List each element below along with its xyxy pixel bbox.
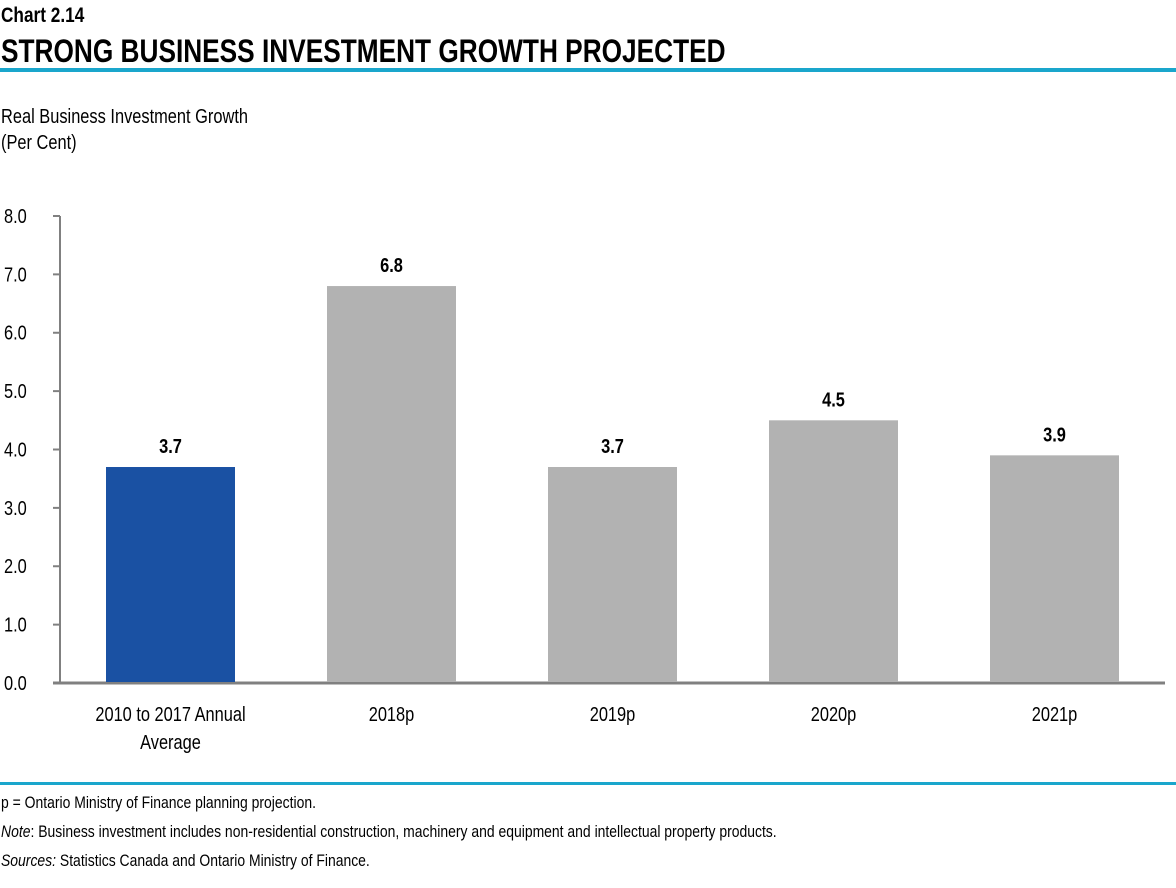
chart-number: Chart 2.14 [1, 4, 103, 28]
data-label: 3.7 [601, 434, 624, 457]
chart-title-text: STRONG BUSINESS INVESTMENT GROWTH PROJEC… [1, 33, 726, 69]
bar [106, 467, 235, 682]
note-label: Note [1, 822, 31, 841]
y-tick-label: 0.0 [4, 671, 27, 694]
sources-text: Statistics Canada and Ontario Ministry o… [56, 851, 370, 870]
y-axis-title-line: Real Business Investment Growth [1, 106, 249, 128]
y-tick-label: 1.0 [4, 613, 27, 636]
chart-title: STRONG BUSINESS INVESTMENT GROWTH PROJEC… [1, 33, 885, 70]
bar [327, 286, 456, 682]
bar [990, 455, 1119, 682]
y-tick-label: 4.0 [4, 438, 27, 461]
x-tick-label: 2021p [1032, 702, 1078, 725]
y-tick-label: 6.0 [4, 321, 27, 344]
data-label: 6.8 [380, 253, 403, 276]
y-tick-label: 5.0 [4, 380, 27, 403]
chart-notes: p = Ontario Ministry of Finance planning… [1, 793, 947, 880]
y-tick-label: 3.0 [4, 496, 27, 519]
x-tick-label: 2020p [811, 702, 857, 725]
y-axis-unit-line: (Per Cent) [1, 132, 77, 154]
y-tick-label: 2.0 [4, 555, 27, 578]
footer-rule [0, 782, 1176, 785]
sources-line: Sources: Statistics Canada and Ontario M… [1, 851, 370, 871]
note-text: : Business investment includes non-resid… [30, 822, 777, 841]
data-label: 4.5 [822, 388, 845, 411]
x-tick-label: 2019p [590, 702, 636, 725]
x-tick-label: 2018p [369, 702, 415, 725]
note-line: Note: Business investment includes non-r… [1, 822, 777, 842]
title-rule [0, 68, 1176, 72]
bar [769, 420, 898, 682]
x-tick-label: 2010 to 2017 Annual [95, 702, 245, 725]
sources-label: Sources: [1, 851, 57, 870]
y-tick-label: 7.0 [4, 263, 27, 286]
y-tick-label: 8.0 [4, 204, 27, 227]
data-label: 3.7 [159, 434, 182, 457]
projection-note: p = Ontario Ministry of Finance planning… [1, 793, 316, 812]
bar [548, 467, 677, 682]
y-axis-title: Real Business Investment Growth (Per Cen… [1, 104, 302, 156]
chart-number-text: Chart 2.14 [1, 4, 85, 27]
x-tick-label: Average [140, 730, 201, 753]
data-label: 3.9 [1043, 423, 1066, 446]
